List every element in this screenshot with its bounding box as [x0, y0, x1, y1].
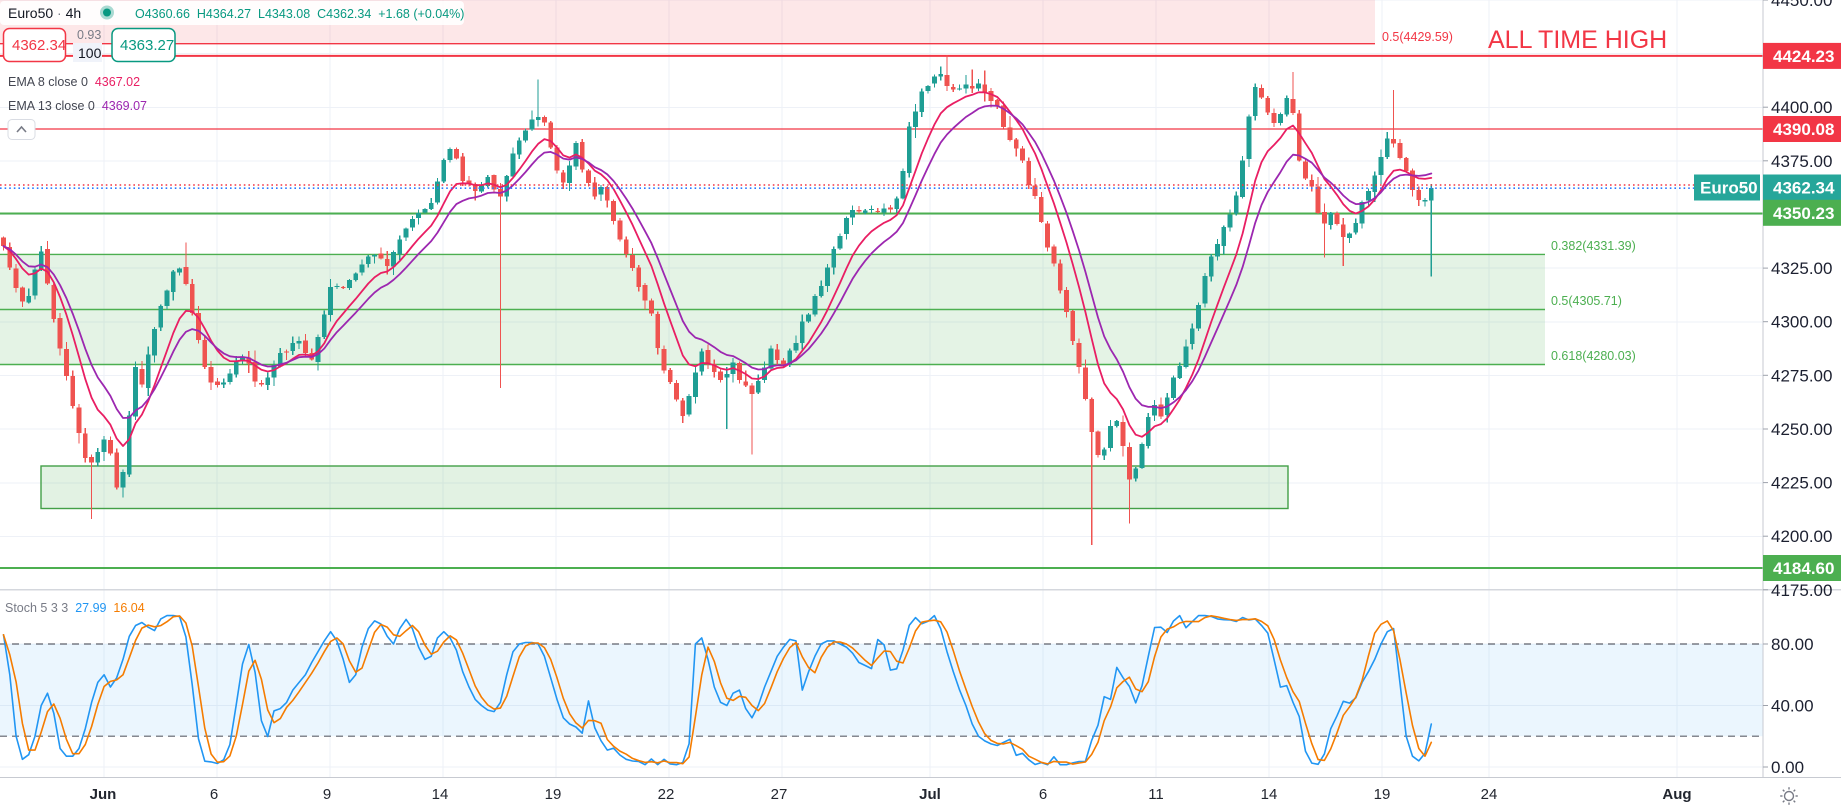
svg-text:14: 14 — [1261, 786, 1278, 803]
svg-text:Euro50 · 4h: Euro50 · 4h — [8, 5, 81, 21]
svg-text:Jul: Jul — [919, 786, 941, 803]
svg-text:4424.23: 4424.23 — [1773, 47, 1834, 66]
svg-text:4450.00: 4450.00 — [1771, 0, 1832, 10]
svg-text:4325.00: 4325.00 — [1771, 259, 1832, 278]
svg-text:80.00: 80.00 — [1771, 635, 1814, 654]
svg-text:4390.08: 4390.08 — [1773, 120, 1834, 139]
svg-text:22: 22 — [658, 786, 675, 803]
svg-text:4200.00: 4200.00 — [1771, 527, 1832, 546]
svg-text:EMA 8 close 0 4367.02: EMA 8 close 0 4367.02 — [8, 75, 140, 89]
svg-text:Aug: Aug — [1662, 786, 1691, 803]
svg-text:4275.00: 4275.00 — [1771, 366, 1832, 385]
svg-text:EMA 13 close 0 4369.07: EMA 13 close 0 4369.07 — [8, 99, 147, 113]
svg-text:4300.00: 4300.00 — [1771, 313, 1832, 332]
svg-text:19: 19 — [545, 786, 562, 803]
svg-text:Jun: Jun — [90, 786, 117, 803]
svg-text:24: 24 — [1481, 786, 1498, 803]
svg-text:Stoch 5 3 3 27.99 16.04: Stoch 5 3 3 27.99 16.04 — [5, 601, 145, 615]
svg-text:40.00: 40.00 — [1771, 697, 1814, 716]
svg-text:4175.00: 4175.00 — [1771, 581, 1832, 600]
svg-text:0.5(4429.59): 0.5(4429.59) — [1382, 30, 1453, 44]
svg-text:4362.34: 4362.34 — [12, 37, 66, 54]
svg-text:19: 19 — [1374, 786, 1391, 803]
svg-text:0.5(4305.71): 0.5(4305.71) — [1551, 294, 1622, 308]
svg-text:11: 11 — [1148, 786, 1164, 803]
svg-text:Euro50: Euro50 — [1700, 179, 1758, 198]
svg-text:4375.00: 4375.00 — [1771, 152, 1832, 171]
svg-text:O4360.66 H4364.27 L4343.08: O4360.66 H4364.27 L4343.08 C4362.34 +1.6… — [135, 7, 464, 21]
svg-text:9: 9 — [323, 786, 331, 803]
svg-text:6: 6 — [210, 786, 218, 803]
svg-text:4225.00: 4225.00 — [1771, 474, 1832, 493]
svg-text:14: 14 — [432, 786, 449, 803]
svg-text:100: 100 — [78, 45, 102, 61]
svg-text:0.00: 0.00 — [1771, 758, 1804, 777]
svg-text:0.618(4280.03): 0.618(4280.03) — [1551, 349, 1636, 363]
svg-text:ALL TIME HIGH: ALL TIME HIGH — [1488, 26, 1667, 54]
svg-text:0.93: 0.93 — [77, 28, 101, 42]
svg-text:4184.60: 4184.60 — [1773, 559, 1834, 578]
svg-text:4363.27: 4363.27 — [120, 37, 174, 54]
svg-text:4250.00: 4250.00 — [1771, 420, 1832, 439]
svg-text:4362.34: 4362.34 — [1773, 179, 1835, 198]
svg-text:4350.23: 4350.23 — [1773, 204, 1834, 223]
svg-text:6: 6 — [1039, 786, 1047, 803]
svg-text:27: 27 — [771, 786, 788, 803]
svg-text:0.382(4331.39): 0.382(4331.39) — [1551, 239, 1636, 253]
svg-text:4400.00: 4400.00 — [1771, 98, 1832, 117]
